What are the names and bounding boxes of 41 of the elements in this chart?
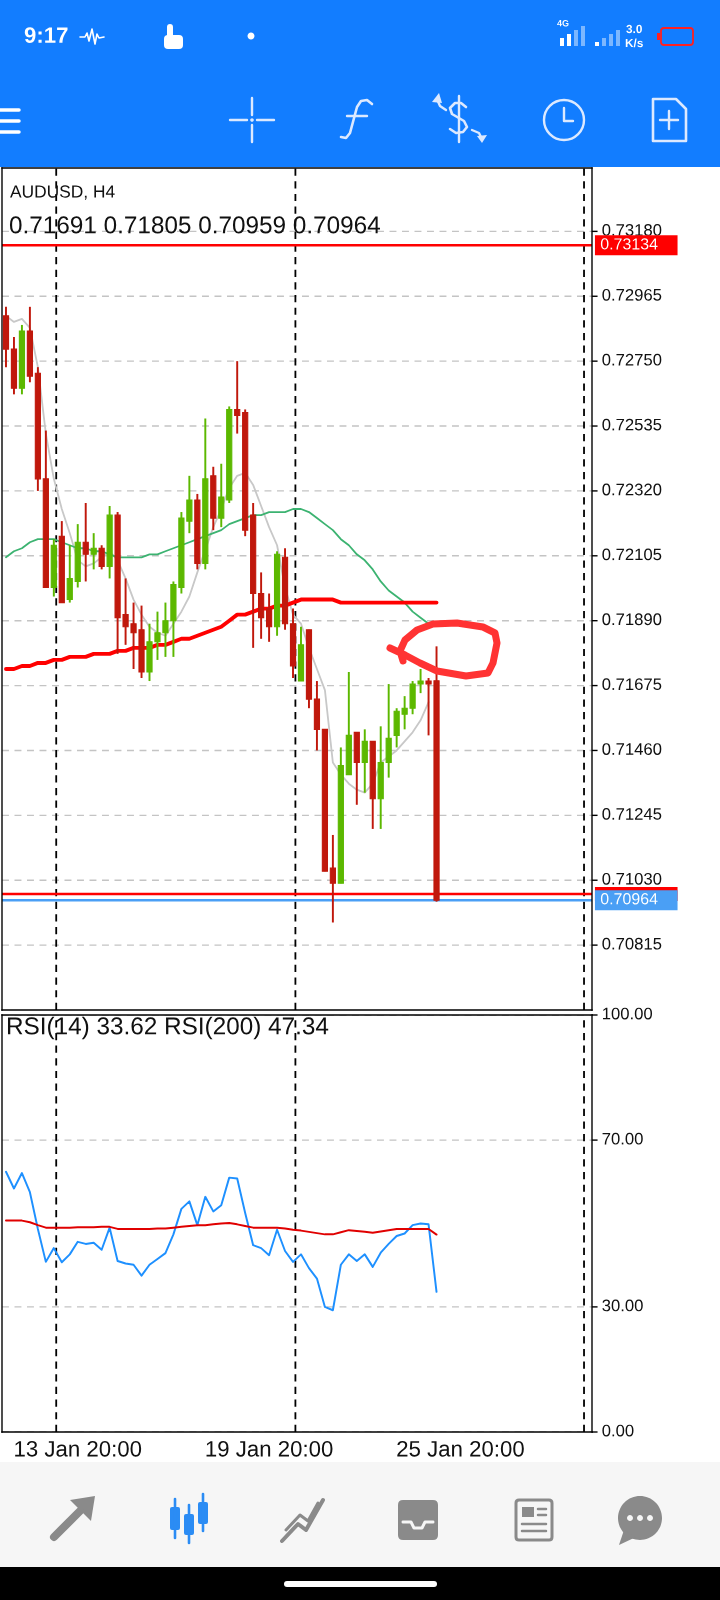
chart-title: RSI(14) 33.62 RSI(200) 47.34 [7, 1016, 329, 1040]
text: 9:17 [24, 27, 68, 43]
y-tick-label: 0.73180 [602, 224, 662, 236]
candlestick [98, 544, 105, 571]
y-tick-label: 0.71675 [602, 678, 662, 691]
text: 3.0 [626, 24, 642, 34]
y-tick-label: 0.72965 [602, 288, 662, 301]
candlestick [234, 360, 241, 435]
y-tick-label: 100.00 [602, 1007, 653, 1020]
y-tick-label: 0.72750 [602, 353, 662, 366]
candlestick [265, 592, 273, 643]
y-tick-label: 0.71460 [602, 743, 662, 755]
text: AUDUSD, H4 [10, 185, 115, 200]
y-tick-label: 0.72105 [602, 548, 662, 561]
candlestick [329, 833, 336, 924]
y-tick-label: 70.00 [602, 1132, 643, 1145]
x-tick-label: 25 Jan 20:00 [397, 1440, 524, 1457]
x-tick-label: 19 Jan 20:00 [206, 1440, 333, 1457]
candlestick [218, 462, 225, 529]
line-series [5, 1219, 438, 1236]
x-tick-label: 13 Jan 20:00 [15, 1440, 142, 1457]
text: K/s [625, 38, 643, 48]
y-tick-label: 0.72535 [602, 418, 662, 431]
ref-line-label: 0.70964 [600, 893, 658, 905]
line-series [5, 508, 430, 625]
y-tick-label: 0.70815 [602, 937, 662, 950]
y-tick-label: 0.71890 [602, 613, 662, 626]
y-tick-label: 0.00 [602, 1424, 634, 1437]
candlestick [361, 728, 368, 794]
candlestick [66, 544, 73, 604]
line-series [5, 1170, 438, 1312]
text: 0.71691 0.71805 0.70959 0.70964 [9, 216, 380, 234]
line-series [4, 597, 439, 671]
y-tick-label: 0.71030 [602, 872, 662, 885]
y-tick-label: 30.00 [602, 1299, 643, 1312]
text: 4G [557, 20, 569, 27]
y-tick-label: 0.71245 [602, 808, 662, 820]
y-tick-label: 0.72320 [602, 483, 662, 496]
candlestick [90, 532, 97, 571]
ref-line-label: 0.73134 [600, 238, 658, 250]
candlestick [82, 502, 89, 583]
